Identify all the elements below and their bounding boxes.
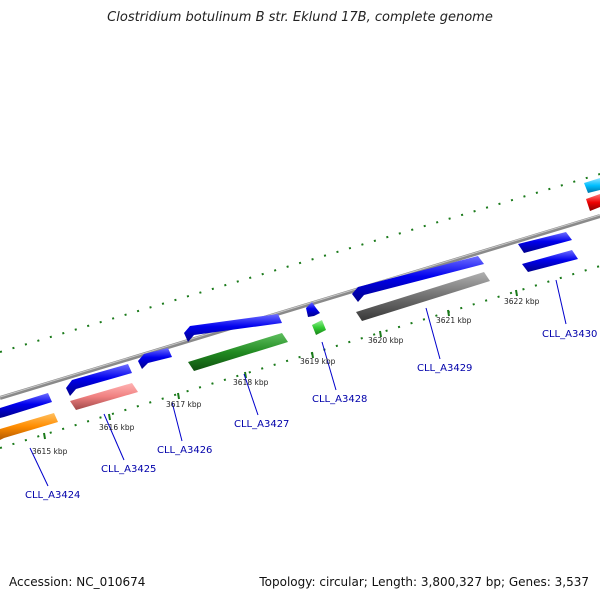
accession-text: Accession: NC_010674 (9, 575, 146, 589)
gene-orange[interactable] (0, 413, 58, 440)
gene-labels: CLL_A3424 CLL_A3425 CLL_A3426 CLL_A3427 … (25, 329, 597, 501)
gene-label[interactable]: CLL_A3426 (157, 445, 212, 456)
forward-genes (0, 178, 600, 418)
outer-dotted-ring (0, 173, 600, 353)
scale-labels: 3615 kbp 3616 kbp 3617 kbp 3618 kbp 3619… (32, 297, 540, 456)
gene-label[interactable]: CLL_A3425 (101, 464, 156, 475)
gene-label[interactable]: CLL_A3428 (312, 394, 367, 405)
gene-cds-forward[interactable] (306, 302, 320, 317)
gene-cds-forward[interactable] (184, 314, 282, 342)
major-ticks (43, 289, 518, 440)
scale-label: 3617 kbp (166, 400, 202, 409)
colored-genes (0, 194, 600, 440)
gene-cds-forward[interactable] (352, 256, 484, 302)
inner-dotted-ring (0, 265, 600, 449)
scale-label: 3622 kbp (504, 297, 540, 306)
gene-gray[interactable] (356, 272, 490, 321)
label-leaders (29, 279, 567, 487)
scale-label: 3615 kbp (32, 447, 68, 456)
gene-cds-forward[interactable] (66, 364, 132, 396)
gene-cds-forward[interactable] (138, 348, 172, 369)
genome-backbone (0, 214, 600, 400)
gene-red[interactable] (586, 194, 600, 211)
genome-backbone-highlight (0, 214, 600, 398)
scale-label: 3616 kbp (99, 423, 135, 432)
gene-label[interactable]: CLL_A3424 (25, 490, 80, 501)
gene-label[interactable]: CLL_A3430 (542, 329, 597, 340)
scale-label: 3619 kbp (300, 357, 336, 366)
scale-label: 3620 kbp (368, 336, 404, 345)
gene-cds-forward[interactable] (518, 232, 572, 253)
scale-label: 3621 kbp (436, 316, 472, 325)
scale-label: 3618 kbp (233, 378, 269, 387)
gene-light-green[interactable] (312, 320, 326, 335)
gene-label[interactable]: CLL_A3427 (234, 419, 289, 430)
gene-green[interactable] (188, 333, 288, 371)
gene-cds-forward[interactable] (522, 250, 578, 272)
map-title: Clostridium botulinum B str. Eklund 17B,… (107, 10, 493, 25)
gene-cyan[interactable] (584, 178, 600, 193)
gene-label[interactable]: CLL_A3429 (417, 363, 472, 374)
gene-salmon[interactable] (70, 383, 138, 410)
genome-summary: Topology: circular; Length: 3,800,327 bp… (259, 575, 589, 589)
gene-cds-forward[interactable] (0, 393, 52, 418)
